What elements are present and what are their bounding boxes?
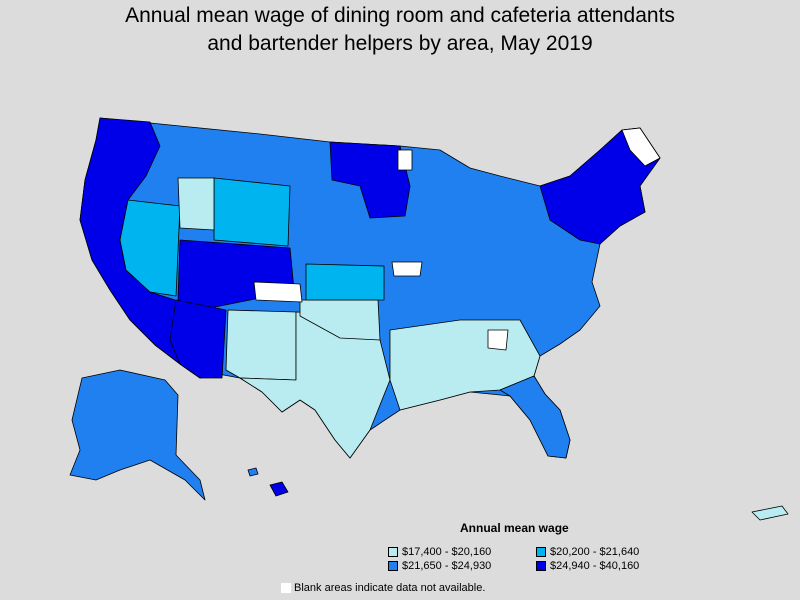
legend-label-low: $17,400 - $20,160 <box>402 546 492 558</box>
idaho-region <box>177 177 215 231</box>
title-line-2: and bartender helpers by area, May 2019 <box>207 32 593 55</box>
legend-item-mid-low: $20,200 - $21,640 <box>536 546 639 558</box>
kansas-region <box>305 263 385 301</box>
legend-item-low: $17,400 - $20,160 <box>388 546 491 558</box>
legend-label-mid-high: $21,650 - $24,930 <box>402 560 492 572</box>
blank-swatch <box>280 582 292 594</box>
legend-item-mid-high: $21,650 - $24,930 <box>388 560 491 572</box>
hawaii-islands-region <box>247 467 259 477</box>
arizona-region <box>169 299 227 379</box>
texas-region <box>239 311 391 459</box>
legend-title: Annual mean wage <box>460 521 569 535</box>
dakota-blank-region <box>397 149 413 171</box>
legend-label-mid-low: $20,200 - $21,640 <box>550 546 640 558</box>
hawaii-region <box>269 481 289 497</box>
legend-label-high: $24,940 - $40,160 <box>550 560 640 572</box>
title-line-1: Annual mean wage of dining room and cafe… <box>125 4 675 27</box>
legend-swatch-low <box>388 547 398 557</box>
legend-swatch-mid-high <box>388 561 398 571</box>
georgia-blank-region <box>487 329 509 351</box>
blank-note-label: Blank areas indicate data not available. <box>294 582 486 594</box>
florida-region <box>499 375 571 459</box>
legend-item-high: $24,940 - $40,160 <box>536 560 639 572</box>
map-title: Annual mean wage of dining room and cafe… <box>0 0 800 58</box>
wyoming-region <box>213 177 291 247</box>
legend-swatch-high <box>536 561 546 571</box>
maine-blank-region <box>621 127 661 167</box>
blank-areas-note: Blank areas indicate data not available. <box>280 582 485 594</box>
colorado-blank-region <box>253 281 303 303</box>
legend-swatch-mid-low <box>536 547 546 557</box>
puerto-rico-region <box>751 505 789 521</box>
new-mexico-region <box>225 309 297 381</box>
alaska-region <box>69 369 206 501</box>
nebraska-blank-region <box>391 261 423 277</box>
northeast-region <box>539 127 661 245</box>
